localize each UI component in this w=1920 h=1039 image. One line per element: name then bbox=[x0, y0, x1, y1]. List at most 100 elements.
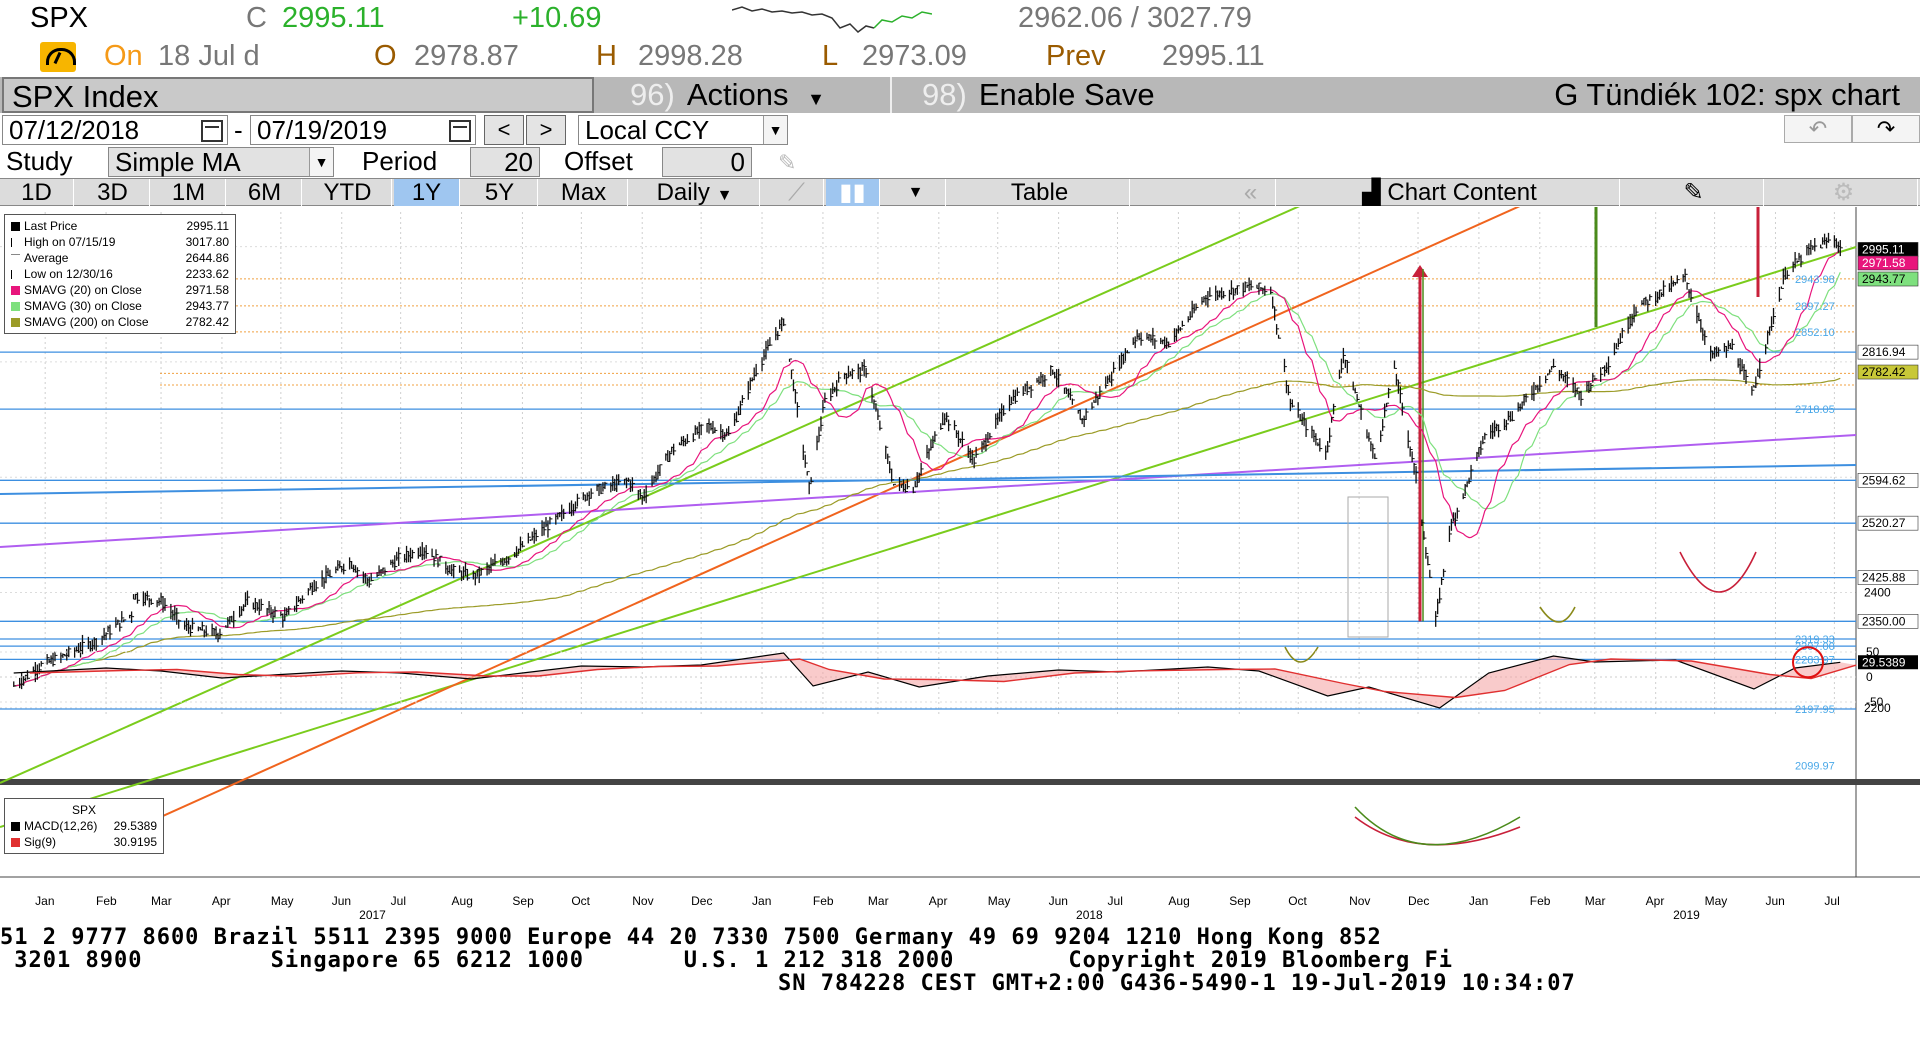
chart-content-button[interactable]: ▟ Chart Content bbox=[1280, 179, 1620, 206]
period-value: 20 bbox=[504, 147, 533, 177]
calendar-icon[interactable] bbox=[201, 120, 223, 142]
price-bar bbox=[1839, 240, 1843, 257]
period-input[interactable]: 20 bbox=[470, 147, 540, 177]
price-bar bbox=[563, 508, 567, 519]
price-tag-box bbox=[1857, 473, 1919, 488]
period-button-ytd[interactable]: YTD bbox=[304, 179, 392, 206]
price-bar bbox=[1539, 375, 1543, 392]
price-bar bbox=[368, 576, 372, 588]
period-button-3d[interactable]: 3D bbox=[76, 179, 150, 206]
price-bar bbox=[1057, 368, 1062, 388]
price-bar bbox=[311, 582, 315, 596]
price-bar bbox=[1440, 577, 1445, 585]
study-dropdown[interactable]: Simple MA ▼ bbox=[108, 147, 334, 177]
legend-row-sma20: SMAVG (20) on Close 2971.58 bbox=[11, 282, 229, 298]
price-bar bbox=[651, 475, 655, 487]
price-bar bbox=[859, 367, 863, 383]
period-button-5y[interactable]: 5Y bbox=[462, 179, 538, 206]
price-bar bbox=[1063, 387, 1067, 394]
price-tag: 2971.58 bbox=[1857, 255, 1919, 271]
edit-chart-icon[interactable]: ✎ bbox=[1624, 179, 1764, 206]
pencil-icon[interactable]: ✎ bbox=[778, 150, 797, 175]
actions-menu[interactable]: 96) Actions ▼ bbox=[600, 77, 888, 113]
x-month-label: Jun bbox=[1049, 894, 1068, 908]
calendar-icon[interactable] bbox=[449, 120, 471, 142]
speedometer-icon[interactable] bbox=[40, 42, 76, 72]
period-button-1m[interactable]: 1M bbox=[152, 179, 226, 206]
x-month-label: Aug bbox=[1168, 894, 1189, 908]
settings-icon[interactable]: ⚙ bbox=[1770, 179, 1918, 206]
on-label: On bbox=[104, 40, 143, 72]
price-bar bbox=[384, 569, 388, 576]
sma30-line bbox=[13, 272, 1841, 687]
frequency-dropdown[interactable]: Daily ▼ bbox=[630, 179, 760, 206]
price-bar bbox=[121, 611, 125, 623]
offset-input[interactable]: 0 bbox=[662, 147, 752, 177]
currency-dropdown[interactable]: Local CCY ▼ bbox=[578, 115, 788, 145]
chart-type-chevron-icon[interactable]: ▼ bbox=[886, 179, 946, 206]
legend-label: High on 07/15/19 bbox=[24, 235, 116, 249]
price-bar bbox=[912, 486, 916, 494]
price-bar bbox=[1258, 282, 1262, 295]
price-bar bbox=[1745, 369, 1749, 384]
period-button-1y[interactable]: 1Y bbox=[394, 179, 460, 206]
date-separator: - bbox=[234, 115, 243, 145]
x-month-label: Jun bbox=[332, 894, 351, 908]
price-bar bbox=[1330, 416, 1335, 423]
table-button[interactable]: Table bbox=[950, 179, 1130, 206]
price-bar bbox=[1372, 444, 1376, 459]
x-year-label: 2019 bbox=[1673, 908, 1700, 922]
legend-label: Sig(9) bbox=[24, 835, 57, 849]
price-bar bbox=[1548, 369, 1553, 374]
price-bar bbox=[1566, 371, 1570, 388]
price-bar bbox=[673, 443, 677, 456]
price-bar bbox=[1456, 507, 1460, 519]
price-bar bbox=[474, 572, 478, 586]
end-date-field[interactable]: 07/19/2019 bbox=[250, 115, 476, 145]
next-period-button[interactable]: > bbox=[526, 115, 566, 145]
price-chart[interactable]: 2995.112971.582943.772816.942782.422594.… bbox=[0, 207, 1920, 923]
price-bar bbox=[1397, 380, 1401, 394]
legend-swatch bbox=[11, 318, 20, 328]
line-chart-type-button[interactable]: ⟋ bbox=[770, 179, 824, 206]
x-month-label: Nov bbox=[1349, 894, 1370, 908]
price-bar bbox=[1110, 371, 1115, 387]
undo-button[interactable]: ↶ bbox=[1784, 115, 1852, 143]
price-tag: 2594.62 bbox=[1857, 473, 1919, 488]
price-bar bbox=[1411, 451, 1415, 463]
prev-period-button[interactable]: < bbox=[484, 115, 524, 145]
start-date-field[interactable]: 07/12/2018 bbox=[2, 115, 228, 145]
currency-value: Local CCY bbox=[585, 115, 710, 145]
chart-grid bbox=[0, 207, 1920, 878]
macd-histogram-area bbox=[13, 653, 1857, 708]
price-bar bbox=[13, 681, 17, 687]
price-bar bbox=[81, 634, 85, 655]
price-bar bbox=[1207, 291, 1211, 308]
price-bar bbox=[1030, 384, 1034, 398]
price-bar bbox=[1328, 427, 1333, 443]
price-bar bbox=[1407, 430, 1411, 449]
period-button-max[interactable]: Max bbox=[540, 179, 628, 206]
footer-line-3: SN 784228 CEST GMT+2:00 G436-5490-1 19-J… bbox=[778, 971, 1576, 996]
fib-label: 2718.05 bbox=[1795, 404, 1835, 416]
x-month-label: May bbox=[1705, 894, 1728, 908]
enable-save-button[interactable]: 98) Enable Save bbox=[890, 77, 1180, 113]
period-button-6m[interactable]: 6M bbox=[228, 179, 302, 206]
collapse-left-icon[interactable]: « bbox=[1226, 179, 1276, 206]
redo-button[interactable]: ↷ bbox=[1852, 115, 1920, 143]
price-bar bbox=[792, 379, 796, 392]
price-bar bbox=[940, 423, 944, 430]
price-bar bbox=[1546, 373, 1551, 376]
price-bar bbox=[117, 619, 121, 625]
price-bar bbox=[1617, 338, 1621, 348]
bar-chart-type-button[interactable]: ▮▮ bbox=[826, 179, 880, 206]
x-month-label: Oct bbox=[1288, 894, 1307, 908]
period-button-1d[interactable]: 1D bbox=[0, 179, 74, 206]
price-bar bbox=[1264, 285, 1268, 296]
price-bar bbox=[205, 625, 209, 637]
price-bar bbox=[818, 426, 822, 442]
security-field[interactable]: SPX Index bbox=[2, 77, 594, 114]
price-bar bbox=[1195, 303, 1199, 310]
price-bar bbox=[1765, 344, 1769, 355]
price-tag-box bbox=[1857, 364, 1919, 380]
